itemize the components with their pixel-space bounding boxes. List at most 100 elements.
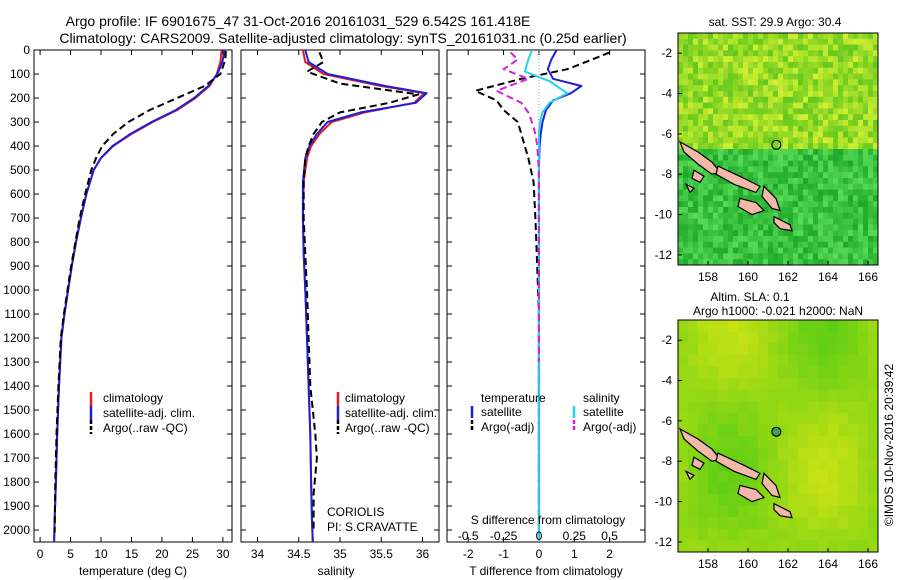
sla_map-cell [788, 389, 799, 402]
sst_map-cell [838, 131, 844, 138]
sst_map-cell [838, 195, 844, 202]
sla_map-cell [768, 470, 779, 483]
temperature-ytick-label: 1500 [3, 403, 30, 417]
sst_map-cell [708, 247, 714, 254]
difference-s-tick-label: 0.25 [563, 529, 587, 543]
sst_map-cell [718, 224, 724, 231]
sst_map-cell [818, 85, 824, 92]
sst_map-cell [808, 85, 814, 92]
sla_map-cell [768, 517, 779, 530]
sst_map-cell [708, 207, 714, 214]
sst_map-cell [693, 224, 699, 231]
sla_map-cell [768, 366, 779, 379]
sst_map-cell [743, 137, 749, 144]
sst_map-cell [803, 259, 809, 265]
sst_map-cell [743, 44, 749, 51]
sst_map-cell [863, 253, 869, 260]
sla_map-cell [748, 378, 759, 391]
sst_map-cell [848, 166, 854, 173]
sst_map-cell [753, 137, 759, 144]
sla_map-cell [708, 354, 719, 367]
sst_map-cell [688, 62, 694, 69]
sst_map-cell [718, 96, 724, 104]
sst_map-cell [708, 114, 714, 121]
sst_map-cell [713, 96, 719, 104]
temperature-ytick-label: 1700 [3, 451, 30, 465]
sst_map-cell [703, 143, 709, 150]
sst_map-cell [738, 102, 744, 109]
sst_map-cell [848, 172, 854, 179]
sla_map-cell [718, 447, 729, 460]
sst_map-cell [873, 178, 878, 185]
sst_map-cell [858, 137, 864, 144]
sst_map-cell [798, 38, 804, 46]
sla_map-cell [778, 447, 789, 460]
sst_map-cell [803, 143, 809, 150]
sla_map-cell [798, 424, 809, 437]
sla_map-cell [708, 482, 719, 495]
sla_map-cell [718, 389, 729, 402]
sla_map-cell [708, 517, 719, 530]
sst_map-cell [828, 195, 834, 202]
sst_map-cell [803, 137, 809, 144]
sst_map-field [678, 33, 878, 265]
sst_map-cell [858, 67, 864, 75]
sla_map-cell [858, 331, 869, 344]
sst_map-cell [808, 207, 814, 214]
sst_map-cell [843, 195, 849, 202]
sst_map-cell [713, 236, 719, 243]
sst_map-cell [683, 183, 689, 191]
difference-xtick-label: 0 [536, 547, 543, 561]
sst_map-cell [773, 114, 779, 121]
sst_map-cell [848, 67, 854, 75]
sst_map-cell [813, 160, 819, 167]
sst_map-cell [728, 91, 734, 98]
sst_map-cell [738, 172, 744, 179]
sla_map-cell [688, 494, 699, 507]
sla_map-cell [738, 389, 749, 402]
sst_map-cell [788, 212, 794, 220]
sst_map-cell [788, 218, 794, 225]
sst_map-cell [808, 73, 814, 80]
sst_map-cell [773, 125, 779, 133]
sst_map-cell [808, 102, 814, 109]
sst_map-cell [873, 183, 878, 191]
sst_map-cell [768, 207, 774, 214]
sst_map-cell [778, 247, 784, 254]
sst_map-cell [678, 114, 684, 121]
sst_map-cell [838, 91, 844, 98]
sst_map-cell [743, 50, 749, 57]
sst_map-cell [858, 183, 864, 191]
sla_map-cell [778, 354, 789, 367]
sla_map-cell [698, 494, 709, 507]
sst_map-cell [708, 195, 714, 202]
sst_map-cell [778, 160, 784, 167]
sst_map-cell [853, 253, 859, 260]
sst_map-cell [708, 33, 714, 40]
sst_map-cell [833, 189, 839, 196]
sst_map-cell [803, 178, 809, 185]
sst_map-cell [773, 91, 779, 98]
sst_map-cell [793, 189, 799, 196]
sst_map-cell [813, 73, 819, 80]
sst_map-cell [868, 62, 874, 69]
sst_map-cell [773, 85, 779, 92]
sst_map-cell [723, 38, 729, 46]
sst_map-cell [693, 96, 699, 104]
sst_map-cell [848, 44, 854, 51]
sst_map-cell [733, 102, 739, 109]
sst_map-cell [793, 73, 799, 80]
sla_map-cell [868, 378, 878, 391]
sst_map-cell [723, 189, 729, 196]
sst_map-cell [738, 108, 744, 115]
sst_map-cell [778, 102, 784, 109]
sla_map-cell [728, 540, 739, 552]
sst_map-cell [753, 108, 759, 115]
sst_map-cell [788, 131, 794, 138]
sst_map-cell [733, 253, 739, 260]
sst_map-cell [753, 172, 759, 179]
sst_map-cell [828, 38, 834, 46]
sst_map-cell [723, 131, 729, 138]
sst_map-cell [703, 114, 709, 121]
sla_map-cell [688, 528, 699, 541]
